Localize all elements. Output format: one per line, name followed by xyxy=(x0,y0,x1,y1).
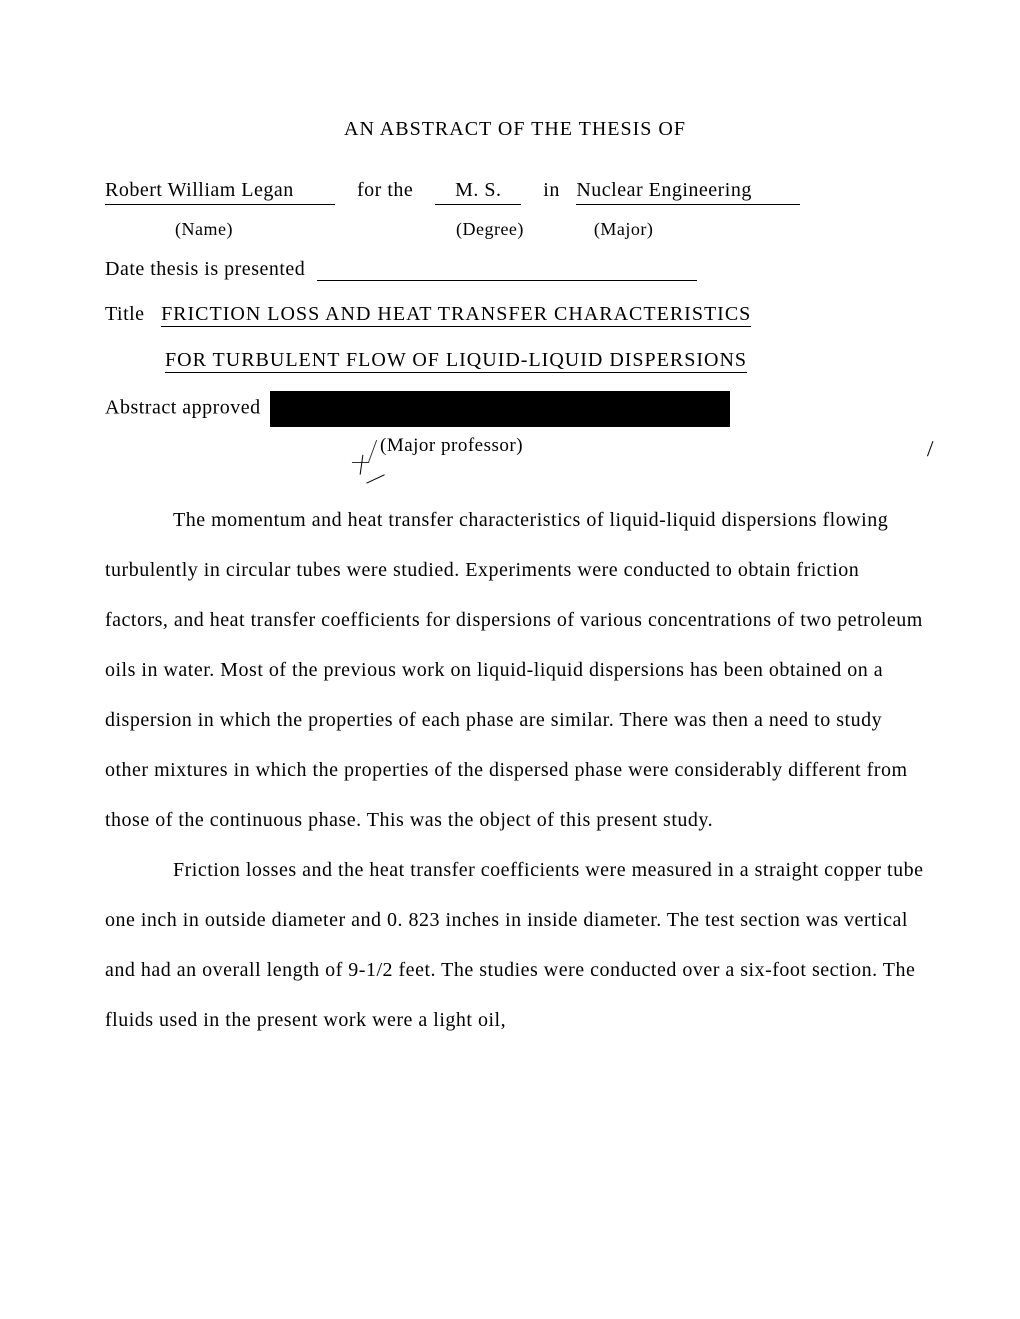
abstract-body: The momentum and heat transfer character… xyxy=(105,495,925,1045)
degree-label: (Degree) xyxy=(456,219,524,240)
body-paragraph-1: The momentum and heat transfer character… xyxy=(105,495,925,845)
name-label: (Name) xyxy=(175,219,233,240)
title-text-line2: FOR TURBULENT FLOW OF LIQUID-LIQUID DISP… xyxy=(165,349,747,373)
date-blank-underline xyxy=(317,280,697,281)
name-degree-major-line: Robert William Legan for the M. S. in Nu… xyxy=(105,179,925,207)
title-line-2: FOR TURBULENT FLOW OF LIQUID-LIQUID DISP… xyxy=(105,349,925,391)
abstract-heading: AN ABSTRACT OF THE THESIS OF xyxy=(105,118,925,141)
major-professor-label: (Major professor) xyxy=(380,435,925,457)
title-text-line1: FRICTION LOSS AND HEAT TRANSFER CHARACTE… xyxy=(161,303,751,327)
major-value: Nuclear Engineering xyxy=(576,179,800,205)
field-labels-row: (Name) (Degree) (Major) xyxy=(105,219,925,240)
title-line-1: Title FRICTION LOSS AND HEAT TRANSFER CH… xyxy=(105,303,925,327)
name-value: Robert William Legan xyxy=(105,179,335,205)
body-paragraph-2: Friction losses and the heat transfer co… xyxy=(105,845,925,1045)
major-label: (Major) xyxy=(594,219,653,240)
approved-label: Abstract approved xyxy=(105,397,261,419)
date-label: Date thesis is presented xyxy=(105,258,305,280)
title-label: Title xyxy=(105,303,145,325)
signature-redaction xyxy=(270,391,730,427)
degree-value: M. S. xyxy=(435,179,521,205)
for-the-text: for the xyxy=(341,179,430,201)
date-presented-line: Date thesis is presented xyxy=(105,258,925,281)
abstract-approved-line: Abstract approved xyxy=(105,391,925,429)
in-text: in xyxy=(527,179,571,201)
signature-mark-icon xyxy=(361,459,925,485)
